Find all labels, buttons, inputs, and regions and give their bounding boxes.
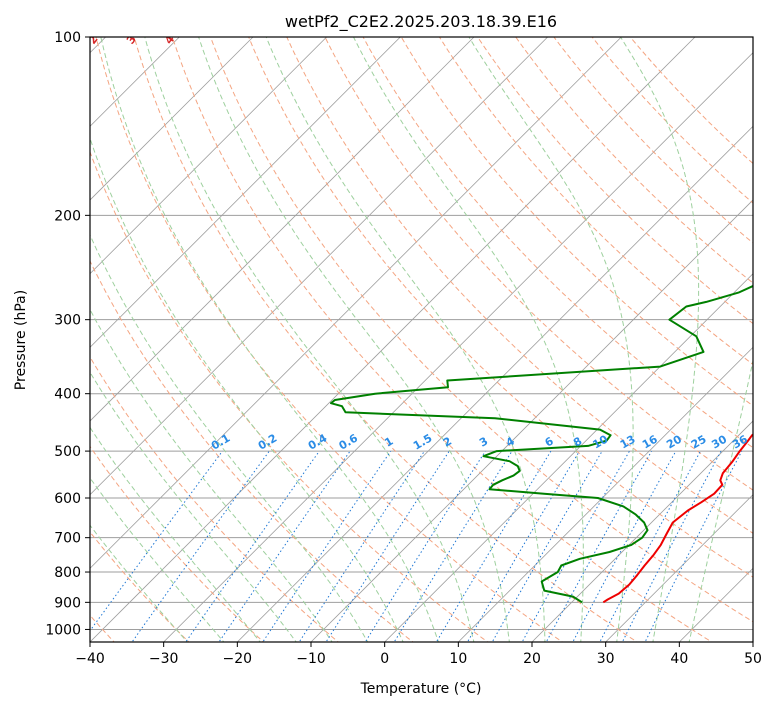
dry-adiabat-label: 20 bbox=[86, 26, 106, 46]
dry-adiabat-line bbox=[90, 259, 414, 642]
mixing-ratio-line bbox=[364, 450, 486, 642]
isotherm-line bbox=[90, 37, 548, 496]
moist-adiabat-line bbox=[353, 37, 584, 642]
y-tick-label: 800 bbox=[54, 565, 81, 581]
y-tick-label: 500 bbox=[54, 444, 81, 460]
moist-adiabat-line bbox=[688, 358, 753, 642]
dry-adiabat-label: 30 bbox=[124, 26, 144, 46]
x-tick-label: 10 bbox=[449, 651, 467, 667]
y-tick-label: 300 bbox=[54, 313, 81, 329]
chart-title: wetPf2_C2E2.2025.203.18.39.E16 bbox=[285, 12, 557, 32]
dry-adiabat-line bbox=[90, 356, 340, 642]
moist-adiabat-line bbox=[90, 233, 369, 642]
isotherm-line bbox=[163, 52, 753, 642]
dry-adiabat-line bbox=[286, 37, 753, 534]
moist-adiabat-line bbox=[90, 426, 261, 642]
x-tick-label: 20 bbox=[523, 651, 541, 667]
plot-frame bbox=[89, 36, 754, 643]
x-tick-label: −20 bbox=[223, 651, 253, 667]
y-tick-label: 900 bbox=[54, 595, 81, 611]
mixing-ratio-line bbox=[262, 450, 392, 642]
background-lines bbox=[90, 37, 753, 642]
dry-adiabat-label: 40 bbox=[162, 26, 182, 46]
mixing-ratio-line bbox=[393, 450, 513, 642]
dry-adiabat-line bbox=[438, 37, 753, 366]
isotherm-line bbox=[90, 37, 254, 201]
isotherm-line bbox=[90, 37, 475, 422]
mixing-ratio-line bbox=[298, 450, 425, 642]
y-tick-label: 700 bbox=[54, 531, 81, 547]
y-tick-label: 400 bbox=[54, 387, 81, 403]
moist-adiabat-line bbox=[100, 37, 440, 642]
moist-adiabat-line bbox=[468, 37, 634, 642]
isotherm-line bbox=[90, 37, 696, 642]
isotherm-line bbox=[605, 494, 753, 642]
dry-adiabat-line bbox=[171, 37, 713, 642]
dry-adiabat-line bbox=[90, 150, 489, 642]
moist-adiabat-line bbox=[90, 308, 333, 642]
moist-adiabat-line bbox=[144, 37, 475, 642]
dry-adiabat-line bbox=[133, 37, 638, 642]
isotherm-line bbox=[384, 273, 753, 642]
isotherm-line bbox=[90, 37, 401, 348]
isotherm-line bbox=[237, 125, 753, 642]
x-tick-label: −10 bbox=[296, 651, 326, 667]
mixing-ratio-line bbox=[599, 450, 701, 642]
mixing-ratio-line bbox=[185, 450, 320, 642]
dry-adiabat-line bbox=[362, 37, 753, 449]
y-tick-label: 200 bbox=[54, 208, 81, 224]
x-tick-label: 30 bbox=[597, 651, 615, 667]
isotherm-line bbox=[458, 346, 753, 642]
moist-adiabat-line bbox=[265, 37, 546, 642]
x-axis-title: Temperature (°C) bbox=[360, 681, 482, 697]
mixing-ratio-line bbox=[131, 450, 270, 642]
isotherm-line bbox=[310, 199, 753, 642]
x-tick-label: 0 bbox=[380, 651, 389, 667]
mixing-ratio-line bbox=[621, 450, 722, 642]
x-tick-label: 40 bbox=[670, 651, 688, 667]
mixing-ratio-line bbox=[218, 450, 351, 642]
isotherm-line bbox=[531, 420, 753, 642]
x-tick-label: 50 bbox=[744, 651, 762, 667]
mixing-ratio-line bbox=[572, 450, 677, 642]
moist-adiabat-line bbox=[90, 371, 297, 642]
y-tick-label: 100 bbox=[54, 30, 81, 46]
dry-adiabat-line bbox=[248, 37, 753, 578]
moist-adiabat-line bbox=[90, 477, 225, 642]
axis-ticks: −40 −30 −20 −10 0 10 20 30 40 50 100 200 300 400 500 60… bbox=[45, 30, 762, 667]
moist-adiabat-line bbox=[198, 37, 510, 642]
y-axis-title: Pressure (hPa) bbox=[13, 290, 29, 390]
dry-adiabat-line bbox=[209, 37, 753, 623]
x-tick-label: −40 bbox=[75, 651, 105, 667]
y-tick-label: 1000 bbox=[45, 622, 81, 638]
isotherm-line bbox=[90, 37, 622, 569]
dry-adiabat-line bbox=[324, 37, 753, 491]
isotherm-line bbox=[90, 37, 327, 275]
dry-adiabat-line bbox=[95, 37, 564, 642]
dewpoint-profile-line bbox=[330, 284, 753, 604]
moist-adiabat-line bbox=[620, 37, 700, 642]
x-tick-label: −30 bbox=[149, 651, 179, 667]
y-tick-label: 600 bbox=[54, 491, 81, 507]
temperature-profile-line bbox=[602, 433, 753, 604]
profile-lines bbox=[330, 284, 753, 604]
dry-adiabat-line bbox=[90, 531, 190, 642]
mixing-ratio-line bbox=[325, 450, 450, 642]
moist-adiabat-line bbox=[90, 136, 404, 642]
mixing-ratio-line bbox=[90, 450, 223, 632]
